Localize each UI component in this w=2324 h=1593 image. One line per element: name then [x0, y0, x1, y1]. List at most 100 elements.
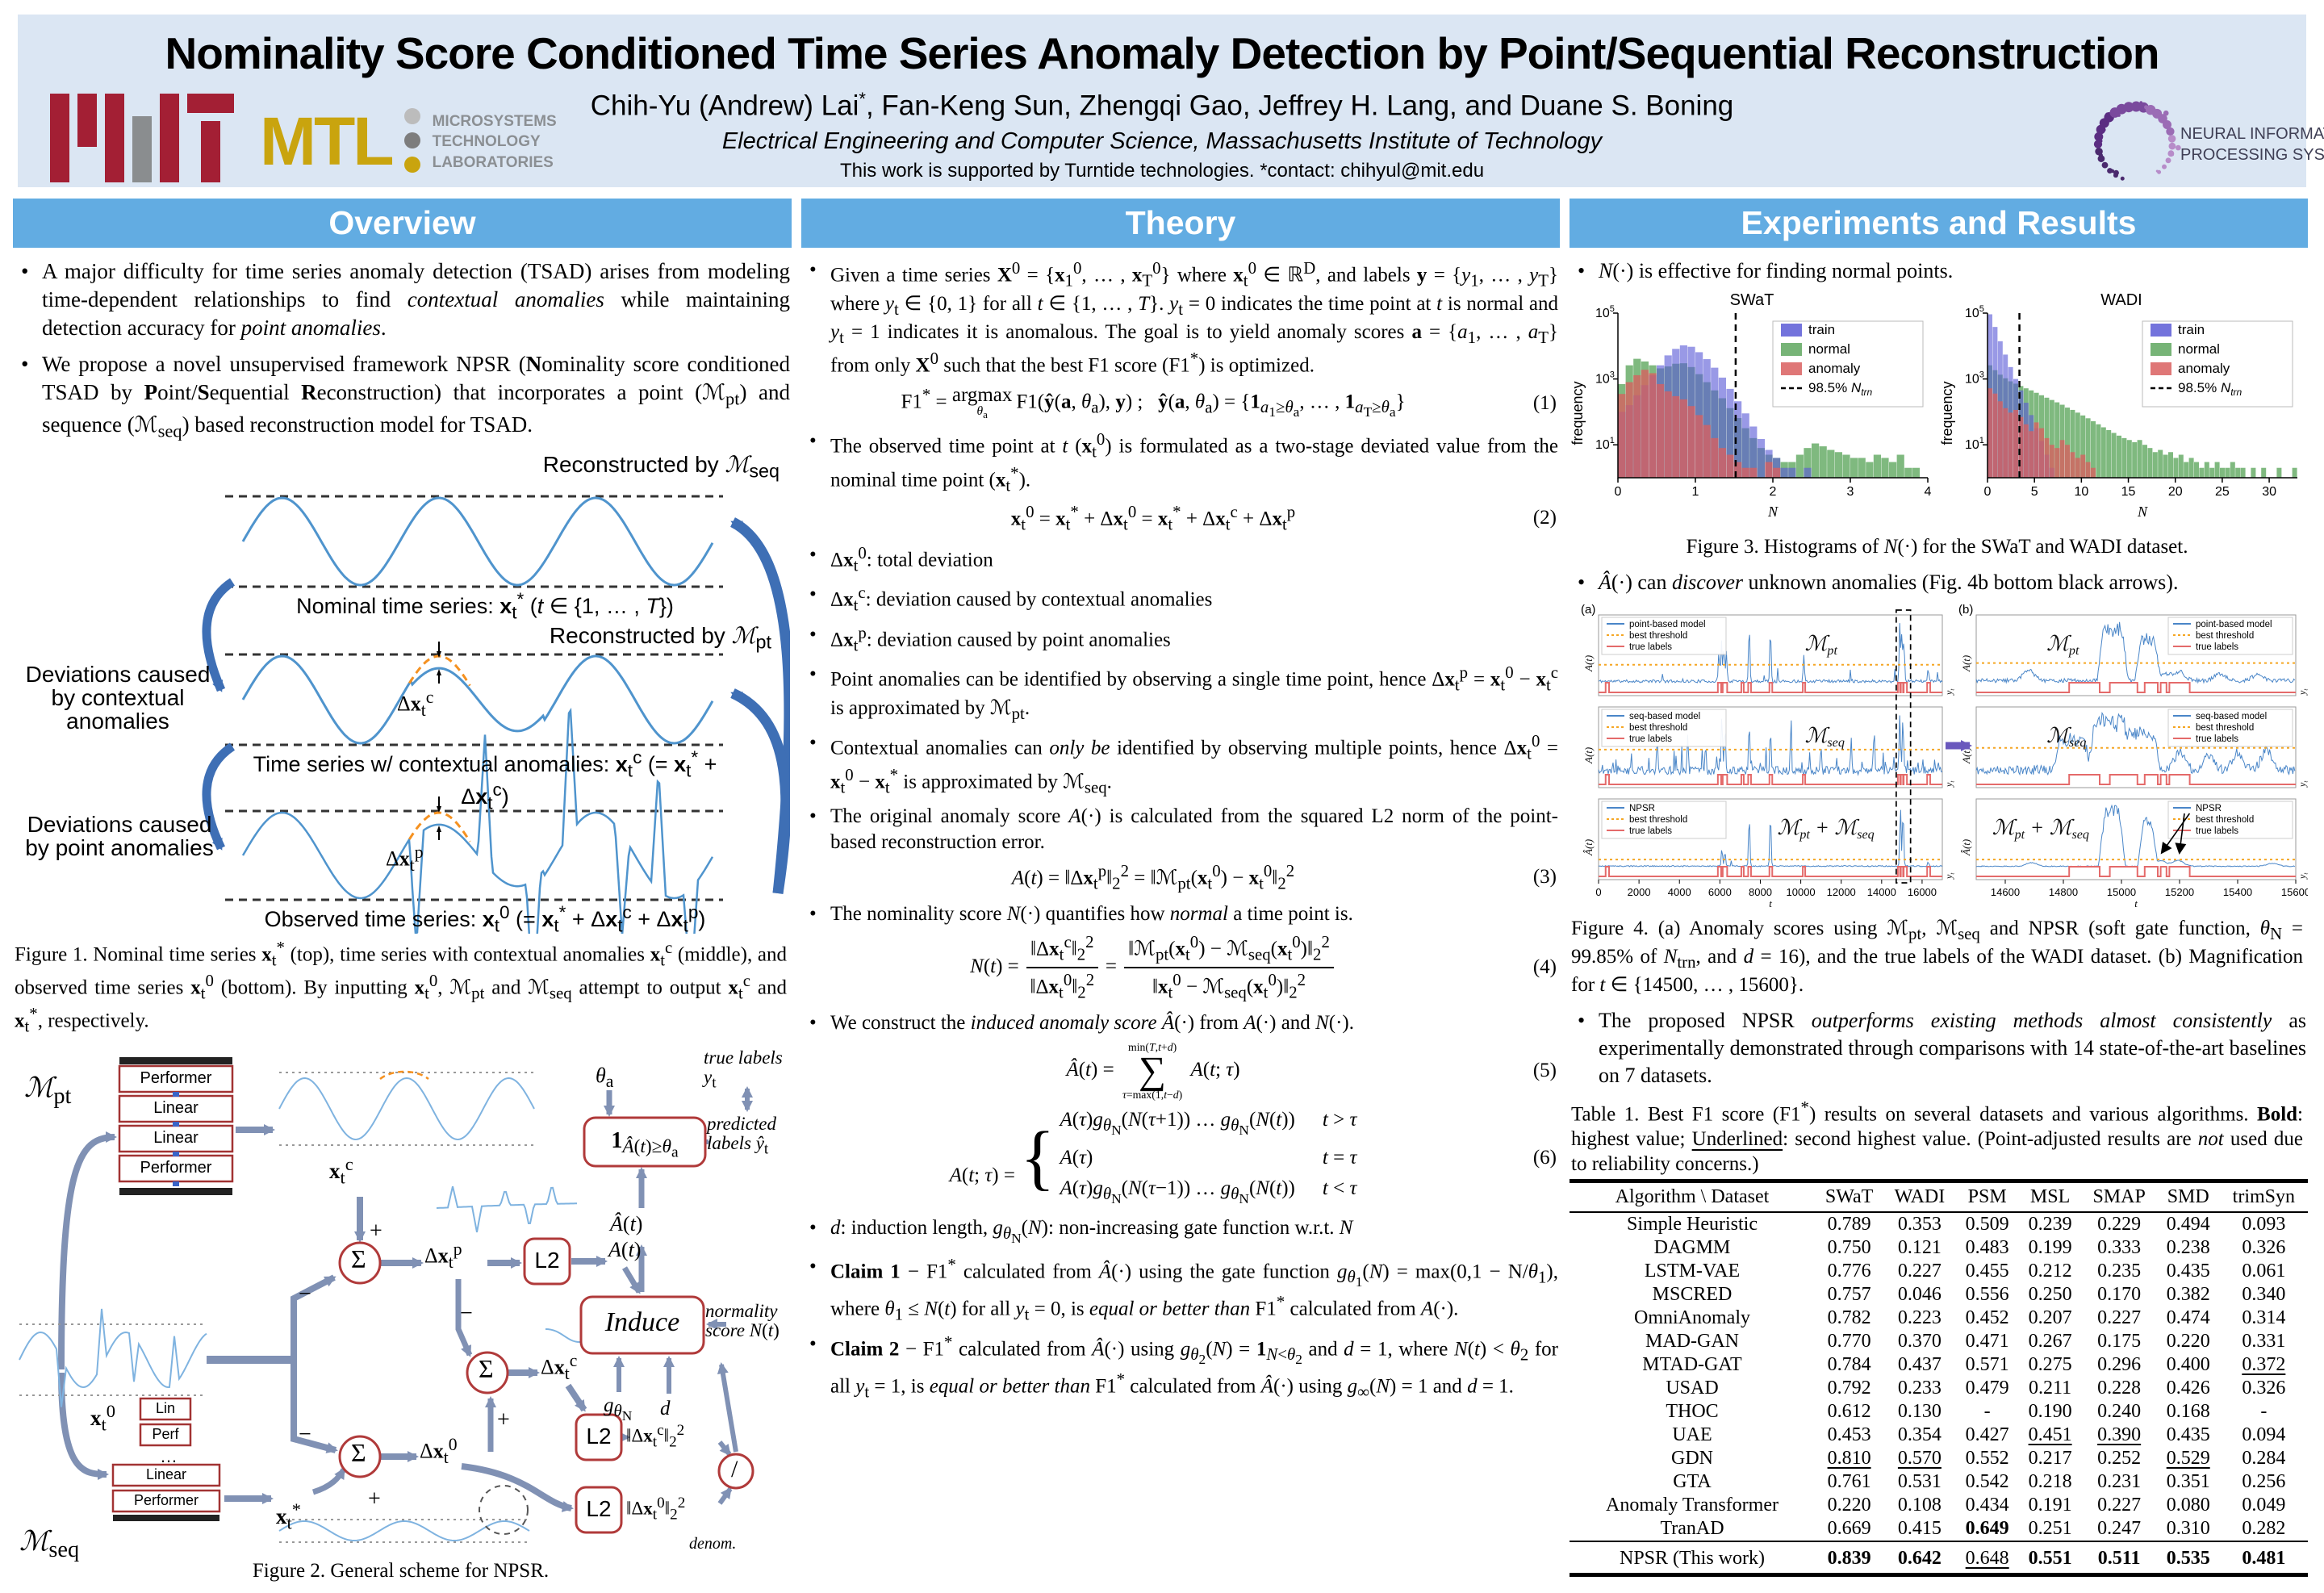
svg-text:frequency: frequency — [1570, 381, 1586, 445]
overview-bullet-2: We propose a novel unsupervised framewor… — [13, 350, 790, 442]
f1-value: 0.542 — [1965, 1470, 2009, 1492]
svg-text:105: 105 — [1595, 304, 1615, 320]
f1-value: 0.669 — [1827, 1517, 1871, 1539]
figure-label: d — [660, 1397, 671, 1419]
f1-value: 0.529 — [2166, 1447, 2210, 1469]
f1-value: 0.390 — [2097, 1424, 2142, 1445]
f1-value: 0.333 — [2097, 1236, 2142, 1258]
f1-value: 0.770 — [1827, 1330, 1871, 1352]
svg-text:14000: 14000 — [1867, 886, 1896, 898]
figure-label: ℳseq — [19, 1526, 80, 1562]
f1-value: 0.372 — [2242, 1353, 2286, 1375]
f1-value: 0.351 — [2166, 1470, 2210, 1492]
f1-value: 0.642 — [1883, 1540, 1956, 1575]
svg-text:15200: 15200 — [2165, 886, 2194, 898]
figure4-caption: Figure 4. (a) Anomaly scores using ℳpt, … — [1571, 917, 2303, 996]
table-row: MTAD-GAT 0.784 0.437 0.571 0.275 0.296 0.400 0.… — [1570, 1353, 2308, 1377]
f1-value: 0.382 — [2166, 1283, 2210, 1305]
table-row: LSTM-VAE 0.776 0.227 0.455 0.212 0.235 0.435 0.… — [1570, 1260, 2308, 1283]
figure-label: L2 — [534, 1247, 560, 1273]
svg-text:15000: 15000 — [2107, 886, 2136, 898]
f1-value: 0.471 — [1965, 1330, 2009, 1352]
f1-value: 0.229 — [2097, 1213, 2142, 1235]
svg-text:point-based model: point-based model — [1629, 620, 1706, 629]
algorithm-name: UAE — [1672, 1424, 1712, 1445]
svg-text:0: 0 — [1595, 886, 1601, 898]
svg-text:A(t): A(t) — [1960, 747, 1972, 764]
f1-value: 0.284 — [2242, 1447, 2286, 1469]
svg-text:0: 0 — [1615, 485, 1622, 499]
table-row: Anomaly Transformer 0.220 0.108 0.434 0.191 0… — [1570, 1494, 2308, 1517]
svg-text:normal: normal — [1808, 341, 1850, 357]
svg-text:best threshold: best threshold — [2196, 815, 2254, 825]
f1-value: 0.370 — [1897, 1330, 1942, 1352]
figure-label: Δxtp — [424, 1239, 462, 1272]
equation-(3): A(t) = ‖Δxtp‖22 = ‖ℳpt(xt0) − xt0‖22 (3) — [801, 861, 1560, 893]
f1-value: 0.556 — [1965, 1283, 2009, 1305]
section-header-experiments: Experiments and Results — [1570, 199, 2308, 248]
f1-value: 0.483 — [1965, 1236, 2009, 1258]
column-experiments: Experiments and Results N(·) is effectiv… — [1570, 199, 2310, 1593]
svg-text:best threshold: best threshold — [1629, 723, 1687, 733]
f1-value: 0.190 — [2028, 1400, 2072, 1422]
figure-label: xtc — [329, 1153, 353, 1188]
algorithm-name: Simple Heuristic — [1627, 1213, 1758, 1235]
f1-value: 0.240 — [2097, 1400, 2142, 1422]
svg-text:12000: 12000 — [1827, 886, 1856, 898]
f1-value: 0.227 — [2097, 1494, 2142, 1516]
poster-header: Nominality Score Conditioned Time Series… — [18, 15, 2324, 187]
figure-label: Σ — [351, 1244, 366, 1273]
f1-value: 0.782 — [1827, 1307, 1871, 1328]
theory-content: Given a time series X0 = {x10, … , xT0} … — [801, 257, 1560, 1402]
equation-(1): F1* = argmax θa F1(ŷ(a, θa), y) ; ŷ(a, θa… — [801, 385, 1560, 421]
figure-label: Nominal time series: xt* (t ∈ {1, … , T}… — [296, 588, 674, 623]
svg-text:NPSR: NPSR — [2196, 804, 2222, 813]
mtl-name-lines: MICROSYSTEMS TECHNOLOGY LABORATORIES — [432, 112, 557, 171]
svg-text:ℳpt: ℳpt — [1805, 632, 1838, 658]
svg-text:yt: yt — [1943, 872, 1955, 880]
f1-value: 0.130 — [1897, 1400, 1942, 1422]
table-header-7: trimSyn — [2219, 1181, 2308, 1213]
svg-text:25: 25 — [2215, 485, 2230, 499]
theory-bullet-5: Δxtc: deviation caused by contextual ano… — [801, 582, 1558, 616]
f1-value: 0.415 — [1897, 1517, 1942, 1539]
svg-text:true labels: true labels — [2196, 734, 2238, 744]
figure-label: normality score N(t) — [705, 1300, 780, 1340]
f1-value: 0.839 — [1815, 1540, 1884, 1575]
f1-value: 0.551 — [2018, 1540, 2082, 1575]
f1-value: 0.509 — [1965, 1213, 2009, 1235]
f1-value: 0.453 — [1827, 1424, 1871, 1445]
table-header-4: MSL — [2018, 1181, 2082, 1213]
results-table-body: Simple Heuristic 0.789 0.353 0.509 0.239 0.22… — [1570, 1212, 2308, 1575]
equation-number: (2) — [1532, 507, 1557, 529]
equation-(2): xt0 = xt* + Δxt0 = xt* + Δxtc + Δxtp (2) — [801, 502, 1560, 534]
figure-label: ‖Δxtc‖22 — [626, 1421, 685, 1450]
figure-label: L2 — [586, 1495, 612, 1521]
mit-logo — [50, 94, 240, 193]
theory-bullet-17: Claim 1 − F1* calculated from Â(·) using… — [801, 1254, 1558, 1325]
f1-value: 0.353 — [1897, 1213, 1942, 1235]
algorithm-name: OmniAnomaly — [1634, 1307, 1750, 1328]
f1-value: 0.256 — [2242, 1470, 2286, 1492]
equation-(5): Â(t) = min(T,t+d) ∑ τ=max(1,t−d) A(t; τ) (5… — [801, 1042, 1560, 1101]
f1-value: 0.080 — [2166, 1494, 2210, 1516]
svg-text:101: 101 — [1595, 436, 1615, 452]
results-table-head: Algorithm \ Dataset SWaT WADI PSM MSL SMAP SMD… — [1570, 1181, 2308, 1213]
f1-value: 0.239 — [2028, 1213, 2072, 1235]
theory-bullet-0: Given a time series X0 = {x10, … , xT0} … — [801, 257, 1558, 378]
svg-text:15: 15 — [2121, 485, 2136, 499]
f1-value: 0.282 — [2242, 1517, 2286, 1539]
f1-value: 0.571 — [1965, 1353, 2009, 1375]
figure-label: true labels yt — [704, 1047, 783, 1092]
f1-value: 0.435 — [2166, 1424, 2210, 1445]
f1-value: 0.792 — [1827, 1377, 1871, 1399]
f1-value: 0.049 — [2242, 1494, 2286, 1516]
svg-text:20: 20 — [2168, 485, 2183, 499]
figure-label: xt* — [276, 1499, 302, 1533]
svg-text:yt: yt — [2297, 688, 2308, 696]
svg-text:seq-based model: seq-based model — [1629, 712, 1700, 721]
figure-label: − — [299, 1421, 311, 1447]
svg-text:true labels: true labels — [1629, 734, 1672, 744]
f1-value: 0.552 — [1965, 1447, 2009, 1469]
f1-value: 0.228 — [2097, 1377, 2142, 1399]
